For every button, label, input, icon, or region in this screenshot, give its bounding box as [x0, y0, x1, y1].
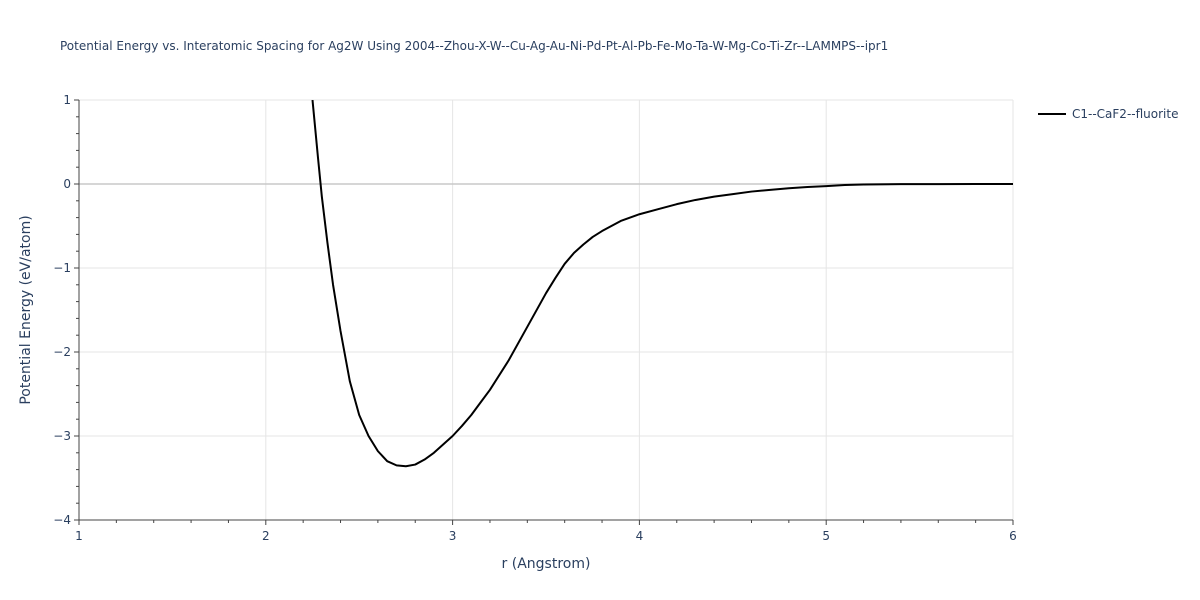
x-tick-label: 3 [449, 529, 457, 543]
y-axis-title: Potential Energy (eV/atom) [18, 215, 34, 404]
legend-label: C1--CaF2--fluorite [1072, 107, 1178, 121]
x-tick-label: 2 [262, 529, 270, 543]
chart-title: Potential Energy vs. Interatomic Spacing… [60, 39, 888, 53]
x-tick-label: 4 [636, 529, 644, 543]
y-tick-label: −4 [53, 513, 71, 527]
y-tick-label: 1 [63, 93, 71, 107]
x-tick-label: 5 [822, 529, 830, 543]
legend[interactable]: C1--CaF2--fluorite [1038, 107, 1178, 121]
y-tick-label: −2 [53, 345, 71, 359]
y-tick-label: −3 [53, 429, 71, 443]
axes-layer: 1 2 3 4 5 6 −4 −3 −2 −1 0 1 [53, 93, 1017, 543]
y-tick-label: −1 [53, 261, 71, 275]
y-tick-label: 0 [63, 177, 71, 191]
x-tick-label: 1 [75, 529, 83, 543]
x-axis-title: r (Angstrom) [502, 556, 591, 572]
x-tick-label: 6 [1009, 529, 1017, 543]
grid-layer [79, 99, 1014, 520]
series-line [311, 100, 1013, 468]
series-layer [311, 100, 1013, 468]
